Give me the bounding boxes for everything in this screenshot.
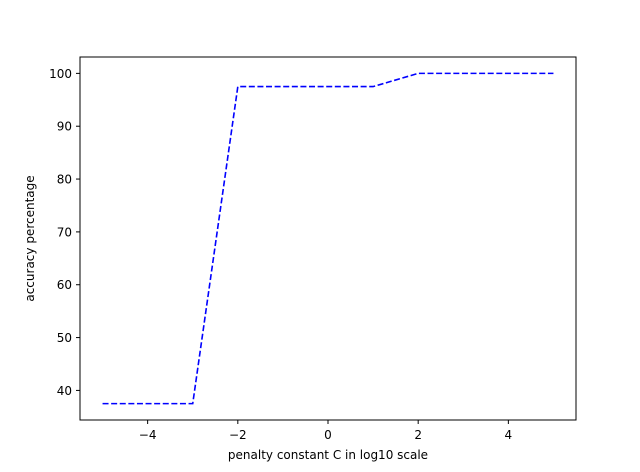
ticks-layer: −4 −2 0 2 4 40 50 60 70 80 90 100 (49, 67, 512, 442)
x-tick-label: 2 (414, 428, 422, 442)
x-tick-label: −4 (139, 428, 157, 442)
plot-layer (102, 72, 554, 405)
x-axis-label: penalty constant C in log10 scale (228, 448, 428, 462)
y-tick-label: 100 (49, 67, 72, 81)
x-tick-label: 0 (324, 428, 332, 442)
y-tick-label: 40 (57, 384, 72, 398)
y-tick-label: 70 (57, 225, 72, 239)
x-tick-label: −2 (229, 428, 247, 442)
y-tick-label: 60 (57, 278, 72, 292)
y-tick-label: 90 (57, 120, 72, 134)
y-tick-label: 80 (57, 173, 72, 187)
y-axis-label: accuracy percentage (23, 175, 37, 301)
x-tick-label: 4 (505, 428, 513, 442)
y-tick-label: 50 (57, 331, 72, 345)
series-line (102, 72, 554, 405)
axes-frame (79, 56, 577, 421)
